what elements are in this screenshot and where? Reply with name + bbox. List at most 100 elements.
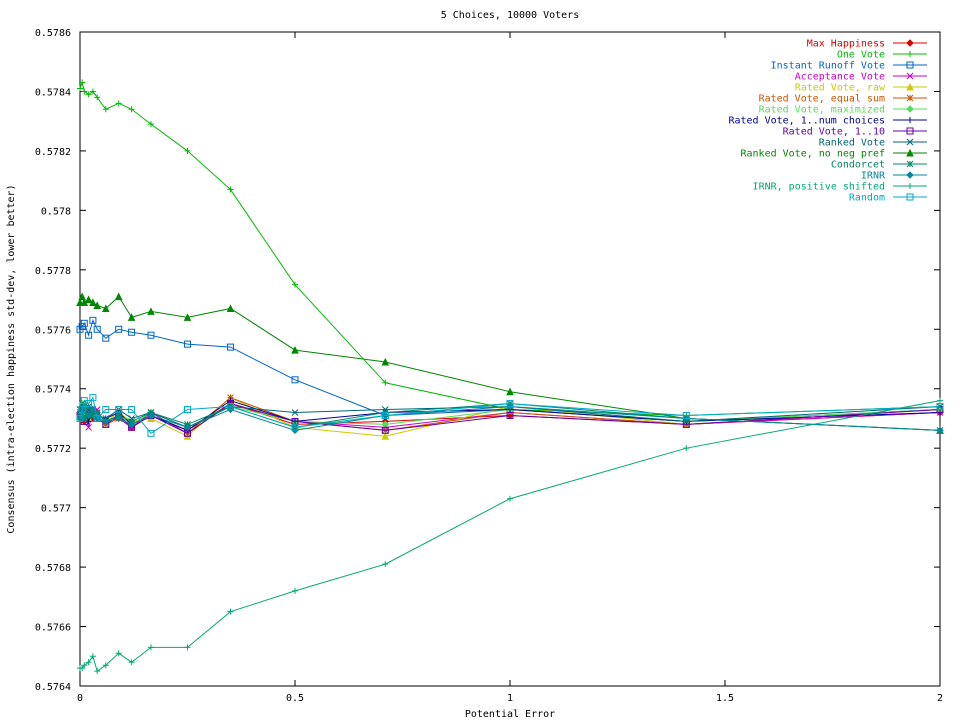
data-point — [147, 331, 155, 339]
legend-entry: IRNR, positive shifted — [753, 182, 927, 193]
data-point — [292, 281, 298, 288]
data-point — [80, 319, 88, 327]
y-tick-label: 0.5772 — [35, 444, 71, 455]
data-point — [89, 653, 96, 660]
data-point — [85, 331, 93, 339]
data-point — [81, 662, 88, 669]
y-tick-label: 0.5784 — [35, 87, 71, 98]
data-point — [89, 394, 97, 402]
y-tick-label: 0.5766 — [35, 623, 71, 634]
data-point — [80, 415, 88, 422]
x-tick-label: 0 — [77, 693, 83, 704]
data-point — [907, 117, 913, 123]
data-point — [184, 147, 191, 154]
legend-entry: Rated Vote, 1..num choices — [728, 116, 927, 127]
data-point — [381, 357, 390, 366]
x-tick-label: 0.5 — [286, 693, 304, 704]
series-line — [80, 400, 941, 672]
data-point — [102, 334, 110, 342]
data-point — [936, 403, 944, 411]
data-point — [89, 88, 96, 95]
y-axis: 0.5764 0.5766 0.5768 0.577 0.5772 0.5774 0.577… — [35, 28, 940, 693]
data-point — [227, 403, 234, 411]
legend-entry: IRNR — [861, 171, 927, 182]
data-point — [114, 292, 123, 301]
legend-entry: Max Happiness — [807, 39, 927, 50]
data-point — [907, 183, 913, 189]
chart-title: 5 Choices, 10000 Voters — [441, 10, 579, 21]
x-tick-label: 2 — [937, 693, 943, 704]
data-point — [381, 411, 389, 419]
data-point — [128, 659, 135, 666]
legend-entry: Random — [849, 193, 927, 204]
data-point — [93, 414, 101, 422]
data-point — [907, 51, 913, 57]
data-point — [937, 397, 943, 404]
legend-entry: Instant Runoff Vote — [771, 61, 927, 72]
data-point — [183, 313, 192, 321]
data-point — [227, 186, 234, 193]
data-point — [102, 662, 109, 669]
data-point — [84, 411, 93, 420]
data-point — [382, 561, 389, 568]
data-point — [81, 88, 88, 95]
data-point — [147, 307, 155, 315]
data-point — [184, 644, 191, 651]
data-point — [102, 417, 110, 426]
data-point — [84, 295, 93, 304]
legend-label: One Vote — [837, 50, 885, 61]
legend-entry: Rated Vote, raw — [795, 83, 927, 94]
data-point — [183, 423, 192, 432]
data-point — [506, 400, 514, 408]
x-tick-label: 1 — [507, 693, 513, 704]
y-tick-label: 0.578 — [41, 206, 71, 217]
data-point — [93, 325, 101, 333]
legend-label: Rated Vote, maximized — [759, 105, 885, 116]
data-point — [76, 414, 84, 422]
data-point — [115, 650, 122, 657]
legend-label: Rated Vote, 1..num choices — [728, 116, 885, 127]
data-point — [227, 343, 234, 351]
legend-label: IRNR, positive shifted — [753, 182, 885, 193]
data-point — [89, 316, 97, 324]
data-point — [89, 298, 97, 307]
data-point — [682, 411, 690, 419]
data-point — [291, 409, 299, 416]
legend-label: IRNR — [861, 171, 886, 182]
data-point — [291, 376, 299, 384]
data-point — [381, 432, 390, 440]
legend-label: Max Happiness — [807, 39, 885, 50]
data-point — [114, 414, 123, 423]
data-point — [291, 345, 299, 354]
data-point — [227, 608, 234, 615]
data-point — [906, 138, 914, 146]
y-tick-label: 0.5776 — [35, 325, 71, 336]
legend-label: Acceptance Vote — [795, 72, 885, 83]
data-point — [94, 668, 101, 675]
data-point — [115, 406, 123, 414]
data-point — [101, 304, 110, 312]
data-point — [102, 406, 110, 414]
data-point — [291, 423, 299, 431]
legend-label: Condorcet — [831, 160, 885, 171]
y-tick-label: 0.5764 — [35, 682, 71, 693]
data-point — [184, 340, 191, 348]
y-tick-label: 0.5774 — [35, 385, 71, 396]
data-point — [906, 61, 914, 69]
data-point — [127, 313, 136, 321]
data-point — [93, 409, 101, 416]
data-point — [906, 160, 914, 168]
series-irnr — [76, 402, 944, 435]
y-tick-label: 0.5778 — [35, 266, 71, 277]
legend-label: Ranked Vote, no neg pref — [741, 149, 886, 160]
data-point — [85, 400, 93, 408]
data-point — [683, 445, 690, 452]
data-point — [147, 121, 154, 128]
data-point — [128, 328, 136, 336]
data-point — [936, 426, 944, 435]
legend-label: Rated Vote, 1..10 — [783, 127, 885, 138]
data-point — [147, 644, 154, 651]
data-point — [85, 91, 92, 98]
y-axis-label: Consensus (intra-election happiness std-… — [6, 184, 17, 533]
